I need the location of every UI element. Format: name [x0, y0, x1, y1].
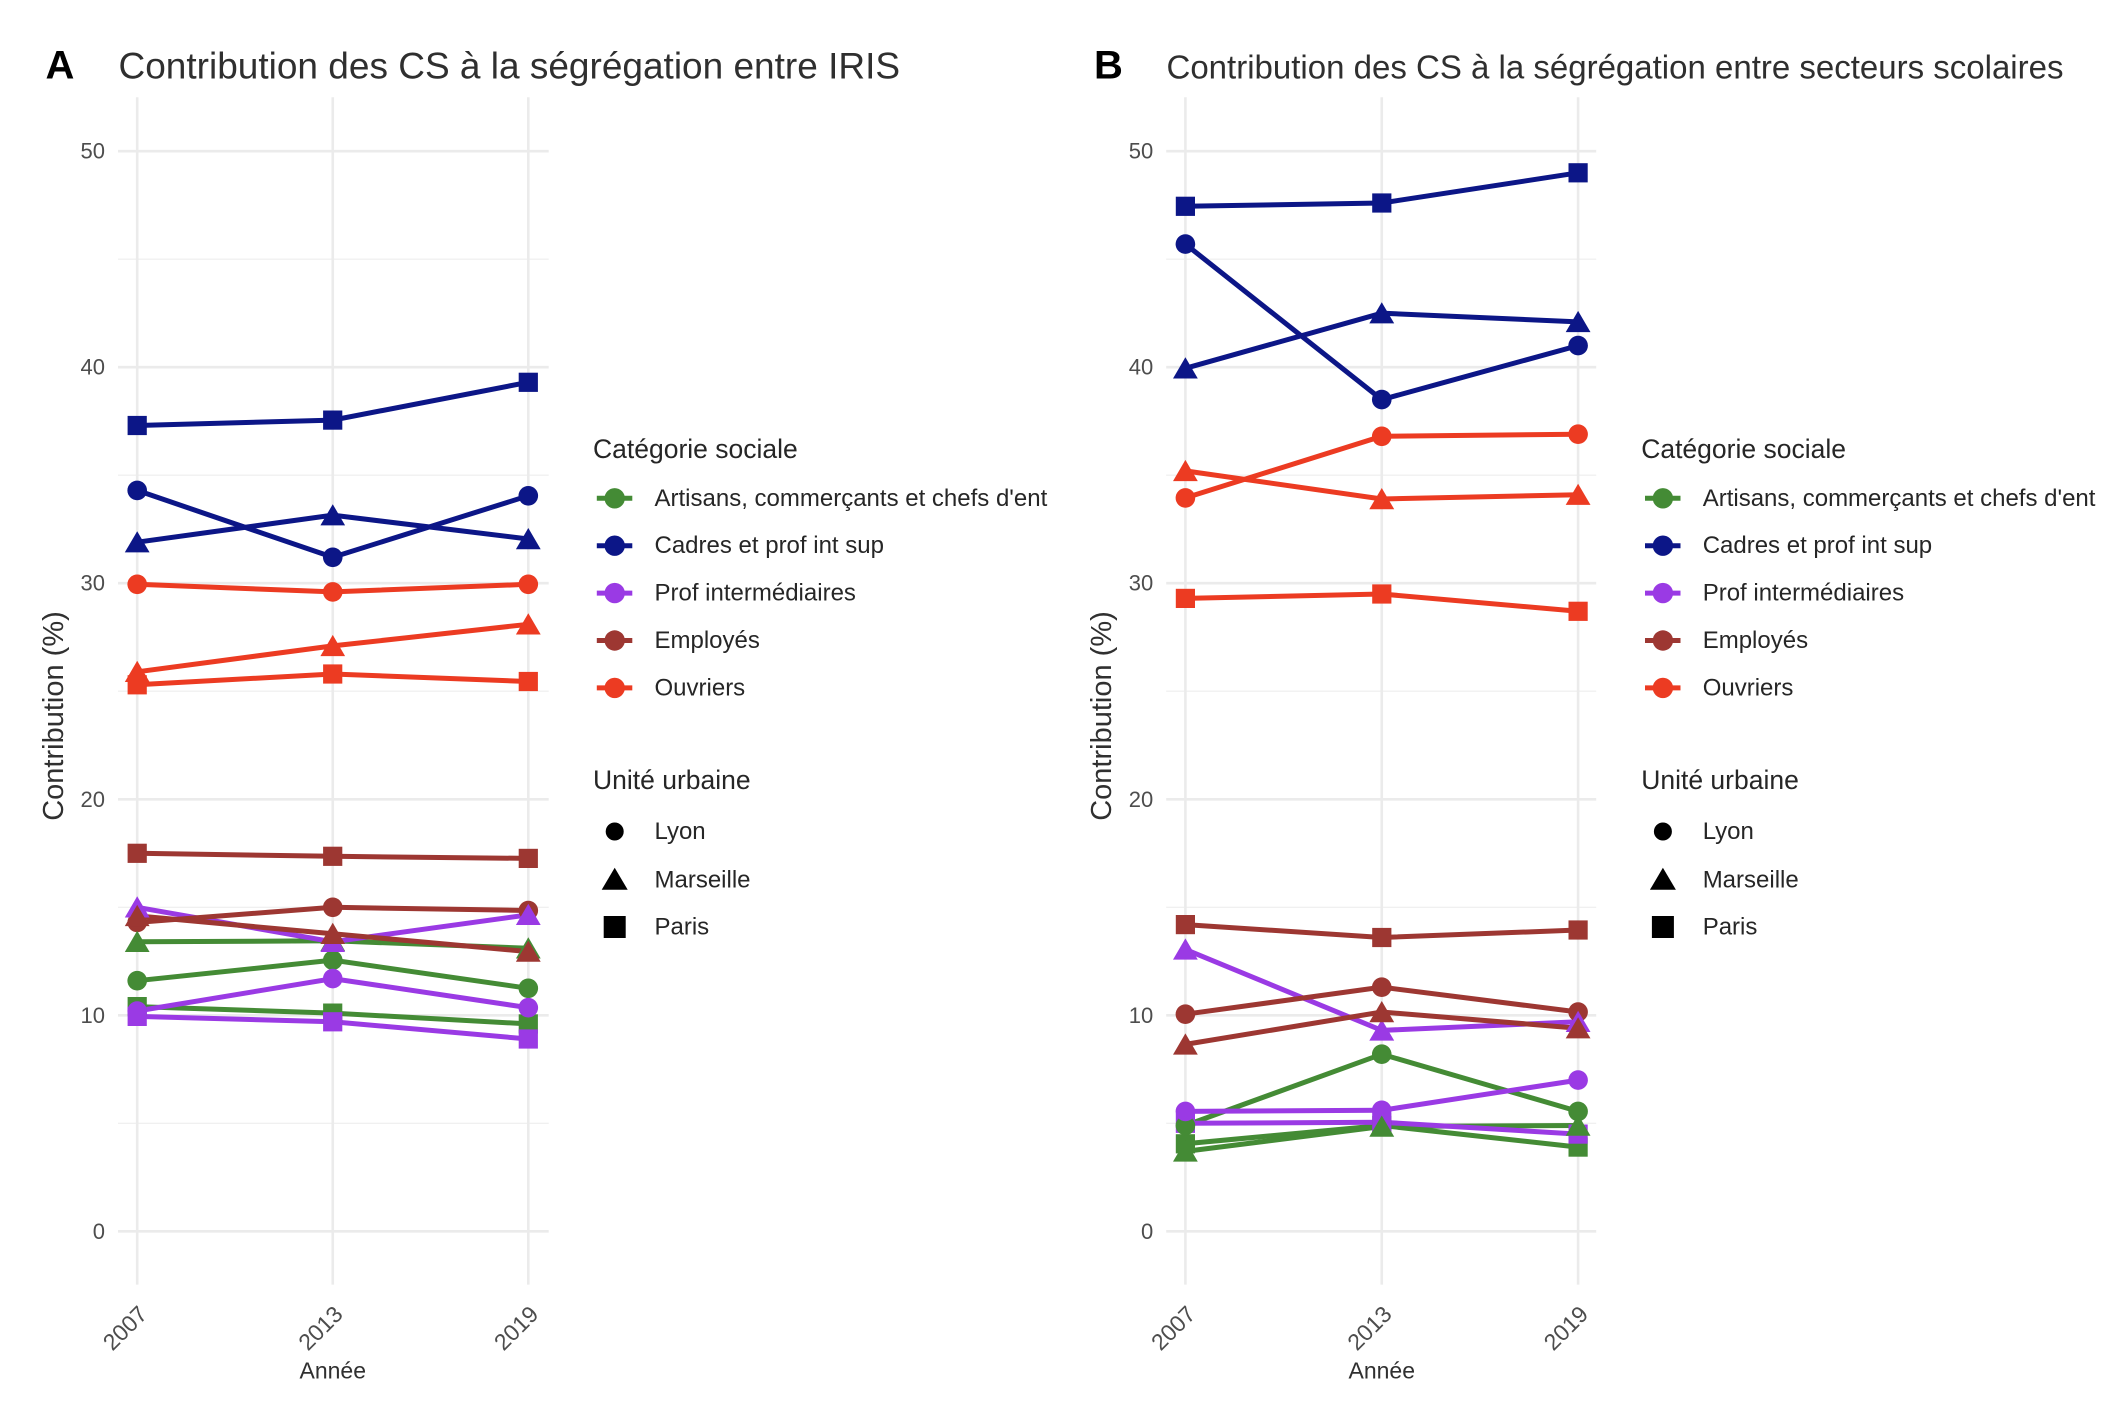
svg-text:Ouvriers: Ouvriers	[655, 674, 746, 701]
svg-text:Année: Année	[1348, 1358, 1415, 1384]
svg-text:Contribution (%): Contribution (%)	[38, 611, 70, 821]
svg-text:50: 50	[1129, 139, 1153, 164]
svg-text:Unité urbaine: Unité urbaine	[1641, 765, 1799, 795]
svg-text:Marseille: Marseille	[655, 866, 751, 893]
svg-text:20: 20	[1129, 787, 1153, 812]
svg-text:Catégorie sociale: Catégorie sociale	[593, 434, 798, 464]
svg-text:Employés: Employés	[1703, 627, 1808, 654]
svg-text:B: B	[1094, 44, 1123, 88]
svg-text:30: 30	[1129, 571, 1153, 596]
svg-text:Lyon: Lyon	[655, 818, 706, 845]
svg-text:40: 40	[1129, 355, 1153, 380]
svg-text:Artisans, commerçants et chefs: Artisans, commerçants et chefs d'ent	[1703, 485, 2096, 512]
svg-text:10: 10	[1129, 1003, 1153, 1028]
svg-text:10: 10	[81, 1003, 105, 1028]
svg-text:Cadres et prof int sup: Cadres et prof int sup	[1703, 532, 1932, 559]
svg-text:Employés: Employés	[655, 627, 760, 654]
svg-text:30: 30	[81, 571, 105, 596]
svg-text:A: A	[46, 44, 75, 88]
svg-text:0: 0	[93, 1219, 105, 1244]
svg-text:Marseille: Marseille	[1703, 866, 1799, 893]
svg-text:Cadres et prof int sup: Cadres et prof int sup	[655, 532, 884, 559]
svg-text:Ouvriers: Ouvriers	[1703, 674, 1794, 701]
svg-text:Prof intermédiaires: Prof intermédiaires	[1703, 580, 1904, 607]
svg-text:Unité urbaine: Unité urbaine	[593, 765, 751, 795]
svg-text:40: 40	[81, 355, 105, 380]
svg-text:20: 20	[81, 787, 105, 812]
svg-text:Prof intermédiaires: Prof intermédiaires	[655, 580, 856, 607]
svg-text:Artisans, commerçants et chefs: Artisans, commerçants et chefs d'ent	[655, 485, 1048, 512]
svg-text:Lyon: Lyon	[1703, 818, 1754, 845]
svg-text:Contribution des CS à la ségré: Contribution des CS à la ségrégation ent…	[119, 45, 901, 86]
svg-text:0: 0	[1141, 1219, 1153, 1244]
svg-text:50: 50	[81, 139, 105, 164]
svg-text:Contribution (%): Contribution (%)	[1086, 611, 1118, 821]
svg-text:Catégorie sociale: Catégorie sociale	[1641, 434, 1846, 464]
svg-text:Contribution des CS à la ségré: Contribution des CS à la ségrégation ent…	[1167, 48, 2064, 85]
svg-text:Paris: Paris	[1703, 914, 1758, 941]
svg-text:Paris: Paris	[655, 914, 710, 941]
svg-text:Année: Année	[299, 1358, 366, 1384]
